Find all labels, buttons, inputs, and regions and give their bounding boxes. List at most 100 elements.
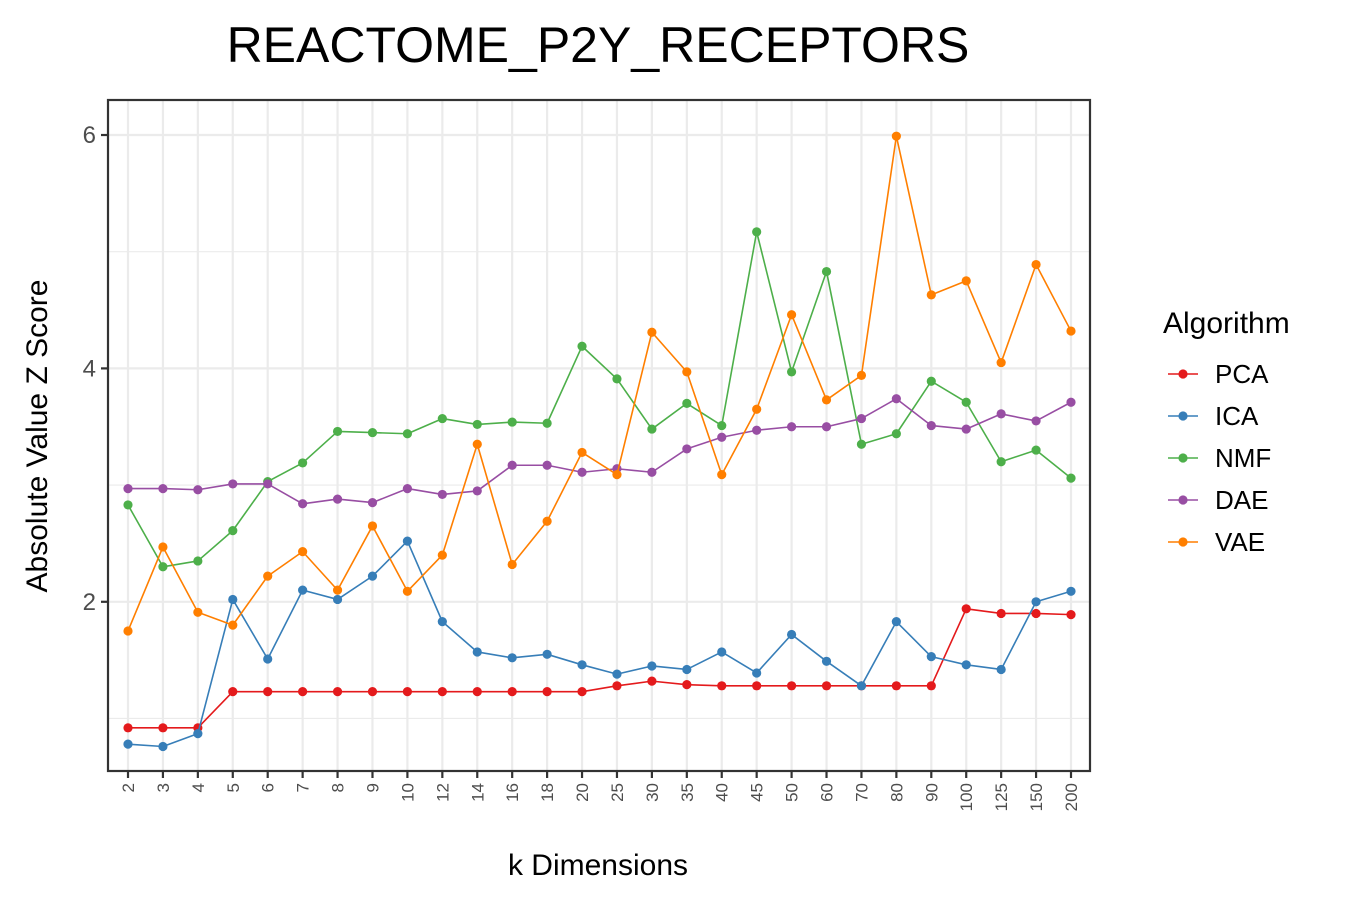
data-point-ica (507, 653, 517, 663)
x-tick-label: 150 (1027, 783, 1046, 811)
data-point-dae (1066, 397, 1076, 407)
data-point-nmf (228, 526, 238, 536)
data-point-pca (926, 681, 936, 691)
series-vae (123, 131, 1076, 636)
data-point-nmf (926, 376, 936, 386)
data-point-vae (1031, 259, 1041, 270)
data-point-vae (542, 516, 552, 526)
data-point-dae (647, 467, 657, 477)
x-tick-label: 60 (818, 783, 837, 802)
data-point-ica (717, 647, 727, 657)
data-point-nmf (472, 419, 482, 430)
data-point-ica (961, 660, 971, 670)
legend-title: Algorithm (1163, 307, 1290, 340)
legend-key-point (1178, 453, 1188, 463)
legend-label: NMF (1215, 443, 1271, 473)
data-point-dae (786, 422, 797, 432)
x-axis-title: k Dimensions (508, 849, 688, 882)
data-point-dae (682, 444, 692, 454)
data-point-ica (437, 617, 447, 627)
legend: Algorithm PCA ICA NMF DAE VAE (1163, 307, 1290, 557)
data-point-pca (1066, 610, 1076, 620)
data-point-ica (786, 629, 797, 640)
data-point-vae (158, 542, 168, 552)
legend-key-point (1178, 495, 1188, 505)
data-point-pca (647, 676, 657, 686)
data-point-pca (577, 687, 587, 697)
chart-title: REACTOME_P2Y_RECEPTORS (227, 17, 970, 73)
data-point-pca (786, 681, 797, 691)
data-point-ica (263, 654, 273, 664)
data-point-nmf (647, 424, 657, 434)
data-point-nmf (612, 374, 622, 384)
data-point-nmf (298, 458, 308, 468)
data-point-ica (821, 656, 832, 666)
data-point-dae (856, 413, 867, 424)
data-point-dae (158, 483, 168, 494)
data-point-ica (193, 729, 203, 739)
x-tick-label: 200 (1062, 783, 1081, 811)
data-point-dae (332, 494, 343, 504)
data-point-pca (752, 681, 762, 691)
data-point-pca (682, 680, 692, 690)
data-point-dae (298, 499, 308, 509)
data-point-pca (402, 687, 413, 697)
legend-label: VAE (1215, 527, 1265, 557)
x-tick-label: 70 (852, 783, 871, 802)
series-line-dae (128, 397, 1072, 505)
data-point-nmf (752, 227, 762, 237)
x-tick-label: 6 (259, 783, 278, 792)
data-point-vae (647, 327, 657, 337)
data-point-vae (367, 521, 378, 531)
data-point-nmf (821, 266, 832, 277)
data-point-dae (193, 485, 203, 495)
data-point-vae (682, 367, 692, 377)
data-point-dae (228, 479, 238, 489)
data-point-vae (402, 586, 413, 596)
legend-key-point (1178, 411, 1188, 421)
x-tick-label: 8 (329, 783, 348, 792)
data-point-ica (1031, 597, 1041, 607)
data-point-nmf (717, 420, 727, 431)
data-point-dae (577, 467, 587, 477)
data-point-dae (367, 498, 378, 508)
data-point-ica (647, 661, 657, 671)
data-point-vae (577, 447, 587, 458)
data-point-ica (891, 617, 901, 627)
data-point-ica (752, 668, 762, 678)
data-point-pca (298, 687, 308, 697)
data-point-nmf (507, 417, 517, 427)
data-point-ica (856, 681, 867, 691)
x-tick-label: 3 (154, 783, 173, 792)
data-point-ica (332, 594, 343, 605)
data-point-ica (612, 669, 622, 679)
data-point-ica (228, 594, 238, 605)
data-point-nmf (367, 427, 378, 438)
data-point-vae (1066, 326, 1076, 336)
data-point-vae (926, 290, 936, 300)
series-line-ica (127, 540, 1072, 748)
data-point-dae (507, 460, 517, 470)
series-line-nmf (127, 231, 1072, 568)
data-point-pca (542, 687, 552, 697)
data-point-pca (1031, 608, 1041, 619)
data-point-nmf (577, 341, 587, 351)
data-point-ica (402, 536, 413, 546)
data-point-pca (437, 687, 447, 697)
data-point-dae (402, 483, 413, 494)
x-tick-label: 90 (922, 783, 941, 802)
data-point-pca (263, 687, 273, 697)
x-tick-label: 50 (783, 783, 802, 802)
x-tick-label: 45 (748, 783, 767, 802)
data-point-dae (123, 483, 133, 494)
data-point-vae (472, 439, 482, 449)
data-point-vae (856, 370, 867, 381)
legend-item-vae: VAE (1168, 527, 1265, 557)
data-point-nmf (856, 439, 867, 449)
data-point-nmf (961, 397, 971, 407)
data-point-dae (891, 394, 901, 404)
data-point-vae (332, 585, 343, 595)
